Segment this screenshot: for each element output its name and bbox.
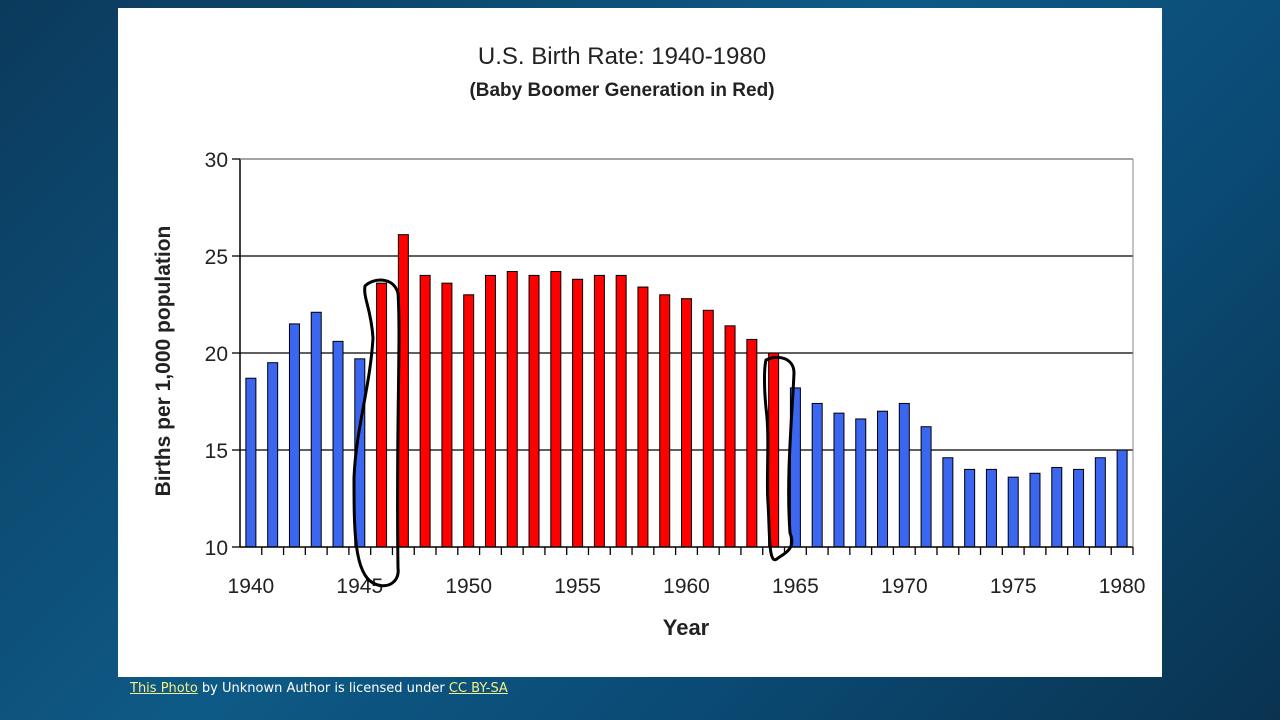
bar-1963 (746, 338, 758, 548)
bar-1943 (310, 311, 322, 548)
x-tick-label: 1940 (228, 575, 275, 598)
bar-1954 (550, 271, 562, 548)
attribution-footer: This Photo by Unknown Author is licensed… (130, 681, 508, 696)
bar-1940 (245, 377, 257, 548)
y-tick-label: 10 (205, 537, 228, 560)
bar-1977 (1051, 466, 1063, 548)
bar-1956 (593, 274, 605, 548)
bar-1958 (637, 286, 649, 548)
bar-1962 (724, 325, 736, 548)
bar-1951 (484, 274, 496, 548)
x-tick-label: 1955 (554, 575, 601, 598)
bar-1955 (572, 278, 584, 548)
bar-1969 (877, 410, 889, 548)
x-tick-label: 1980 (1099, 575, 1146, 598)
y-axis-label: Births per 1,000 population (152, 226, 175, 497)
x-tick-label: 1960 (663, 575, 710, 598)
y-tick-label: 15 (205, 440, 228, 463)
bar-1974 (985, 468, 997, 548)
bar-1959 (659, 294, 671, 548)
x-tick-label: 1965 (772, 575, 819, 598)
y-tick-label: 30 (205, 149, 228, 172)
x-axis-label: Year (663, 615, 710, 640)
photo-link[interactable]: This Photo (130, 681, 198, 696)
bar-1948 (419, 274, 431, 548)
bar-1941 (267, 362, 279, 548)
bar-1957 (615, 274, 627, 548)
hand-drawn-annotations (352, 278, 796, 588)
bar-1968 (855, 418, 867, 548)
bar-1942 (288, 323, 300, 548)
birth-rate-chart: U.S. Birth Rate: 1940-1980 (Baby Boomer … (152, 43, 1146, 640)
x-tick-label: 1975 (990, 575, 1037, 598)
bar-1972 (942, 457, 954, 548)
x-tick-label: 1945 (336, 575, 383, 598)
annotation-loop-1964 (763, 355, 796, 562)
license-link[interactable]: CC BY-SA (448, 681, 508, 696)
y-tick-label: 25 (205, 246, 228, 269)
bar-1944 (332, 340, 344, 548)
bar-1978 (1073, 468, 1085, 548)
bar-1973 (964, 468, 976, 548)
y-tick-label: 20 (205, 343, 228, 366)
bar-1946 (376, 282, 388, 548)
bar-1971 (920, 426, 932, 548)
x-tick-label: 1970 (881, 575, 928, 598)
annotation-loop-1946 (352, 278, 401, 588)
bar-1967 (833, 412, 845, 548)
chart-title: U.S. Birth Rate: 1940-1980 (478, 43, 766, 70)
bar-1966 (811, 402, 823, 548)
bar-1960 (681, 298, 692, 548)
bar-1980 (1116, 449, 1128, 548)
chart-subtitle: (Baby Boomer Generation in Red) (469, 80, 774, 101)
bar-1970 (898, 402, 910, 548)
bar-1952 (506, 271, 518, 548)
bar-1949 (441, 282, 453, 548)
chart-image: U.S. Birth Rate: 1940-1980 (Baby Boomer … (118, 8, 1162, 677)
x-tick-label: 1950 (445, 575, 492, 598)
bar-1975 (1007, 476, 1019, 548)
attribution-text: by Unknown Author is licensed under (197, 681, 449, 696)
bar-1979 (1094, 457, 1106, 548)
bar-1953 (528, 274, 540, 548)
bar-1976 (1029, 472, 1041, 548)
bar-1961 (702, 309, 714, 548)
bar-1950 (463, 294, 475, 548)
